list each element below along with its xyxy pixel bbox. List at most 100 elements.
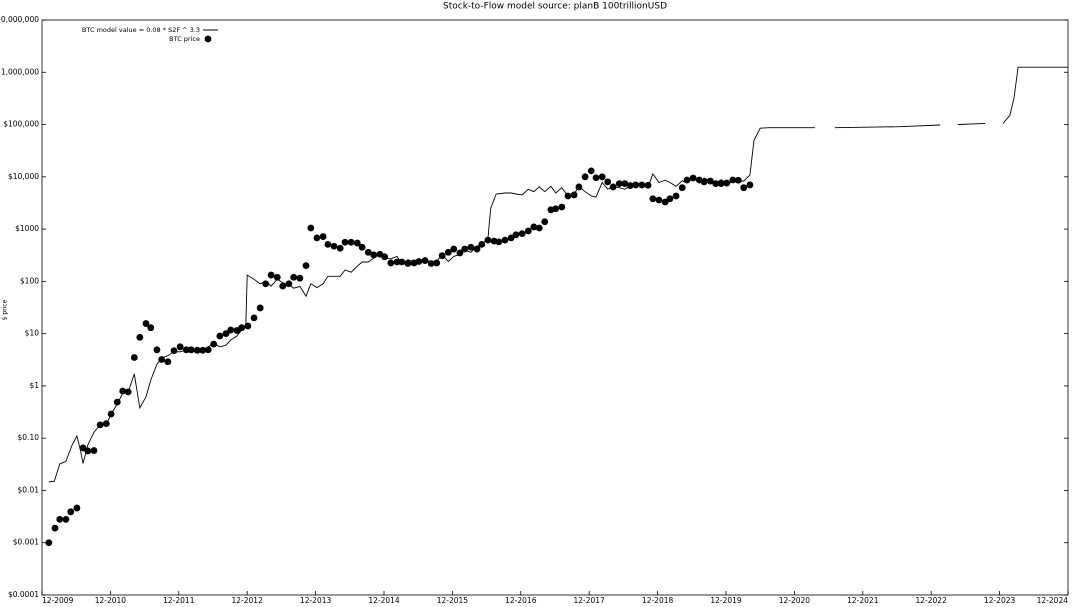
price-dot [729, 176, 737, 184]
y-tick-label: $1 [29, 381, 39, 390]
price-dot [461, 245, 469, 253]
price-dot [467, 243, 475, 251]
y-tick-label: $0.0001 [8, 590, 39, 599]
price-dot [518, 230, 526, 237]
price-dot [113, 398, 121, 406]
price-dot [302, 262, 310, 270]
y-tick-label: $0.01 [18, 485, 40, 494]
x-tick-label: 12-2009 [42, 596, 74, 605]
price-dot [609, 183, 617, 191]
price-dot [649, 195, 657, 203]
y-tick-label: $1,000,000 [0, 67, 39, 76]
price-dot [370, 251, 378, 259]
price-dot [279, 282, 287, 290]
price-dot [227, 326, 235, 334]
x-tick-label: 12-2012 [232, 596, 264, 605]
x-tick-label: 12-2014 [368, 596, 400, 605]
price-dot [712, 180, 720, 188]
price-dot [51, 524, 59, 532]
price-dot [347, 238, 355, 246]
price-dot [381, 253, 389, 261]
price-dot [706, 177, 714, 185]
price-dot [672, 192, 680, 200]
price-dot [250, 314, 258, 322]
price-dot [102, 420, 110, 428]
price-dot [393, 258, 401, 266]
y-tick-label: $0.001 [13, 538, 39, 547]
price-dot [142, 320, 150, 327]
price-dot [535, 224, 543, 232]
price-dot [564, 192, 572, 200]
price-dot [666, 195, 674, 203]
y-tick-label: $100,000 [3, 120, 39, 129]
chart-title: Stock-to-Flow model source: planB 100tri… [443, 2, 667, 12]
x-tick-label: 12-2023 [984, 596, 1016, 605]
plot-frame [41, 19, 1069, 596]
x-tick-label: 12-2016 [505, 596, 537, 605]
legend-swatch [204, 35, 212, 43]
price-dot [495, 238, 503, 246]
price-dot [530, 223, 538, 231]
price-dot [73, 504, 81, 512]
price-dot [746, 181, 754, 189]
price-dot [678, 184, 686, 192]
model-line [48, 66, 1068, 483]
price-dot [256, 304, 264, 312]
price-dot [734, 176, 742, 184]
price-dot [621, 180, 629, 188]
y-tick-label: $10,000,000 [0, 15, 39, 24]
price-dot [700, 178, 708, 186]
price-dot [124, 388, 132, 396]
price-dot [661, 198, 669, 206]
price-dot [182, 346, 190, 354]
price-dot [336, 244, 344, 252]
price-dot [267, 271, 275, 279]
price-dot [136, 333, 144, 341]
x-tick-label: 12-2010 [95, 596, 127, 605]
x-tick-label: 12-2018 [642, 596, 674, 605]
price-dot [404, 260, 412, 267]
price-dot [290, 273, 298, 281]
price-dot [324, 240, 332, 248]
price-dot [353, 239, 361, 247]
price-dot [456, 249, 464, 257]
price-dot [604, 178, 612, 186]
price-dot [450, 245, 458, 253]
y-tick-label: $100 [20, 276, 39, 285]
x-tick-label: 12-2020 [779, 596, 811, 605]
price-dot [717, 180, 725, 188]
legend-label: BTC price [169, 35, 200, 43]
x-tick-label: 12-2015 [437, 596, 469, 605]
price-dot [501, 236, 509, 244]
price-dot [119, 387, 127, 395]
x-tick-label: 12-2019 [710, 596, 742, 605]
price-dot [689, 174, 697, 182]
price-dot [307, 224, 315, 232]
price-dot [558, 203, 566, 211]
price-dot [330, 242, 338, 250]
price-dot [683, 176, 691, 184]
price-dot [433, 259, 441, 267]
price-dot [56, 515, 64, 523]
price-dot [398, 258, 406, 266]
price-dot [592, 174, 600, 182]
price-dot [598, 173, 606, 181]
price-dot [364, 248, 372, 256]
price-dot [644, 181, 652, 189]
price-dot [164, 358, 172, 366]
price-dot [210, 340, 218, 348]
price-dot [478, 240, 486, 248]
price-dot [273, 273, 281, 281]
price-dot [107, 410, 115, 418]
price-dot [187, 346, 195, 354]
x-tick-label: 12-2022 [916, 596, 948, 605]
price-dot [512, 231, 520, 239]
price-dot [524, 227, 532, 235]
price-dot [421, 257, 429, 264]
price-dot [575, 183, 583, 191]
price-dot [541, 218, 549, 226]
price-dot [438, 252, 446, 260]
price-dot [615, 180, 623, 188]
price-dot [655, 196, 663, 204]
